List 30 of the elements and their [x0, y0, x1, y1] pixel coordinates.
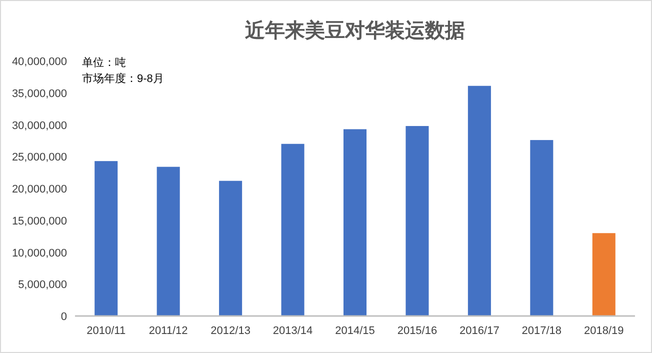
bar — [156, 166, 180, 316]
y-tick-label: 0 — [60, 311, 67, 323]
y-tick-label: 20,000,000 — [12, 184, 67, 196]
y-tick-label: 30,000,000 — [12, 120, 67, 132]
bar — [94, 161, 118, 316]
bar — [219, 180, 242, 316]
annotation: 市场年度：9-8月 — [82, 72, 164, 85]
y-tick-label: 10,000,000 — [12, 247, 67, 260]
y-tick-label: 25,000,000 — [12, 152, 67, 164]
bar — [281, 144, 304, 316]
x-tick-label: 2015/16 — [397, 325, 438, 337]
y-tick-label: 35,000,000 — [12, 88, 67, 100]
bar — [468, 86, 491, 316]
x-tick-label: 2016/17 — [460, 325, 500, 337]
bar — [592, 233, 616, 316]
x-tick-label: 2014/15 — [335, 325, 375, 337]
x-tick-label: 2013/14 — [272, 325, 313, 337]
x-tick-label: 2012/13 — [210, 325, 250, 337]
x-tick-label: 2011/12 — [148, 325, 188, 337]
y-tick-label: 40,000,000 — [12, 56, 67, 68]
bar — [530, 140, 554, 316]
y-tick-label: 5,000,000 — [18, 279, 67, 292]
y-tick-label: 15,000,000 — [12, 215, 67, 228]
bar — [406, 126, 429, 316]
x-tick-label: 2018/19 — [584, 325, 624, 337]
x-tick-label: 2010/11 — [86, 325, 126, 337]
bar — [343, 129, 367, 316]
chart-title: 近年来美豆对华装运数据 — [244, 19, 465, 42]
x-tick-label: 2017/18 — [522, 325, 562, 337]
annotation: 单位：吨 — [82, 56, 126, 69]
